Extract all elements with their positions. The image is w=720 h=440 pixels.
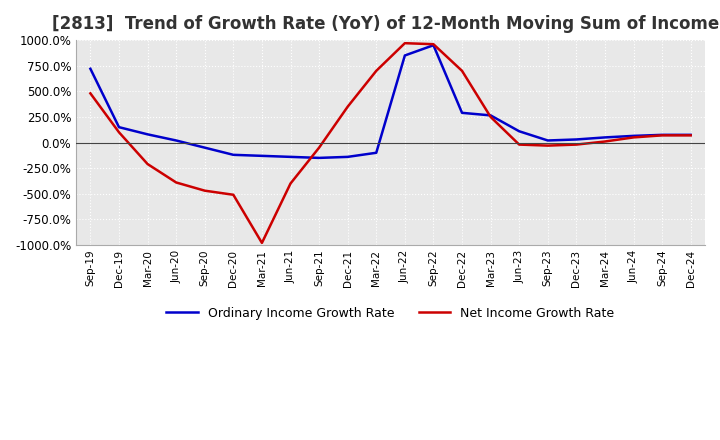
Legend: Ordinary Income Growth Rate, Net Income Growth Rate: Ordinary Income Growth Rate, Net Income … <box>161 302 620 325</box>
Net Income Growth Rate <box>486 114 495 120</box>
Net Income Growth Rate <box>200 188 209 193</box>
Net Income Growth Rate <box>229 192 238 198</box>
Line: Net Income Growth Rate: Net Income Growth Rate <box>91 43 690 243</box>
Title: [2813]  Trend of Growth Rate (YoY) of 12-Month Moving Sum of Incomes: [2813] Trend of Growth Rate (YoY) of 12-… <box>52 15 720 33</box>
Ordinary Income Growth Rate <box>600 135 609 140</box>
Net Income Growth Rate <box>286 181 294 186</box>
Net Income Growth Rate <box>315 145 323 150</box>
Ordinary Income Growth Rate <box>629 133 638 139</box>
Ordinary Income Growth Rate <box>400 53 409 58</box>
Ordinary Income Growth Rate <box>486 113 495 118</box>
Ordinary Income Growth Rate <box>515 128 523 134</box>
Net Income Growth Rate <box>86 91 95 96</box>
Ordinary Income Growth Rate <box>572 137 581 142</box>
Net Income Growth Rate <box>400 40 409 46</box>
Net Income Growth Rate <box>458 68 467 73</box>
Ordinary Income Growth Rate <box>114 125 123 130</box>
Ordinary Income Growth Rate <box>429 43 438 48</box>
Line: Ordinary Income Growth Rate: Ordinary Income Growth Rate <box>91 45 690 158</box>
Ordinary Income Growth Rate <box>315 155 323 161</box>
Net Income Growth Rate <box>143 161 152 167</box>
Net Income Growth Rate <box>658 133 667 138</box>
Net Income Growth Rate <box>343 104 352 109</box>
Net Income Growth Rate <box>114 130 123 135</box>
Ordinary Income Growth Rate <box>143 132 152 137</box>
Net Income Growth Rate <box>429 41 438 47</box>
Ordinary Income Growth Rate <box>458 110 467 115</box>
Net Income Growth Rate <box>572 142 581 147</box>
Net Income Growth Rate <box>544 143 552 148</box>
Net Income Growth Rate <box>515 142 523 147</box>
Net Income Growth Rate <box>629 135 638 140</box>
Ordinary Income Growth Rate <box>172 138 181 143</box>
Ordinary Income Growth Rate <box>372 150 381 155</box>
Net Income Growth Rate <box>686 133 695 138</box>
Net Income Growth Rate <box>372 68 381 73</box>
Net Income Growth Rate <box>600 139 609 144</box>
Ordinary Income Growth Rate <box>658 132 667 137</box>
Ordinary Income Growth Rate <box>286 154 294 160</box>
Ordinary Income Growth Rate <box>258 153 266 158</box>
Ordinary Income Growth Rate <box>86 66 95 71</box>
Ordinary Income Growth Rate <box>686 132 695 137</box>
Ordinary Income Growth Rate <box>343 154 352 160</box>
Net Income Growth Rate <box>258 240 266 246</box>
Ordinary Income Growth Rate <box>200 145 209 150</box>
Net Income Growth Rate <box>172 180 181 185</box>
Ordinary Income Growth Rate <box>544 138 552 143</box>
Ordinary Income Growth Rate <box>229 152 238 158</box>
